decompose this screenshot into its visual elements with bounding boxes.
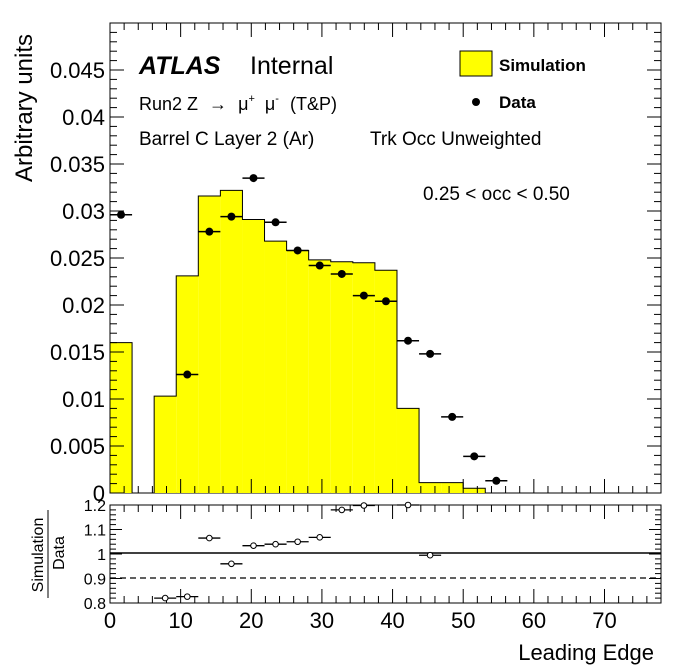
- arrow-symbol: →: [209, 94, 227, 114]
- ratio-point: [206, 534, 213, 542]
- simulation-bar: [220, 190, 243, 493]
- simulation-bar: [419, 482, 442, 493]
- simulation-bar: [463, 488, 486, 493]
- weighting-label: Trk Occ Unweighted: [370, 129, 541, 150]
- y-tick-label: 0.035: [50, 152, 105, 177]
- ratio-y-tick-label: 0.8: [84, 596, 106, 613]
- y-tick-label: 0.005: [50, 434, 105, 459]
- data-point: [271, 218, 280, 227]
- data-point: [359, 291, 368, 300]
- atlas-status-label: Internal: [250, 52, 333, 80]
- cut-label: 0.25 < occ < 0.50: [423, 184, 570, 205]
- data-point: [249, 174, 258, 183]
- ratio-point: [294, 538, 301, 546]
- simulation-bar: [374, 270, 397, 493]
- data-point: [337, 269, 346, 278]
- ratio-y-tick-label: 0.9: [84, 572, 106, 589]
- simulation-bar: [286, 250, 309, 493]
- data-point: [448, 412, 457, 421]
- simulation-bar: [176, 275, 199, 493]
- ratio-point: [183, 593, 191, 600]
- legend-simulation-label: Simulation: [499, 56, 586, 75]
- x-tick-label: 40: [380, 608, 404, 633]
- simulation-bar: [396, 408, 420, 493]
- muon-plus-charge: +: [248, 93, 254, 105]
- x-axis-ticks-top-pad: [109, 23, 662, 493]
- simulation-bar: [154, 396, 177, 493]
- ratio-point: [426, 551, 434, 559]
- legend-data-label: Data: [499, 93, 536, 112]
- data-point: [492, 476, 501, 485]
- data-point: [470, 452, 479, 461]
- x-axis-label: Leading Edge: [518, 640, 654, 665]
- ratio-point: [360, 502, 368, 509]
- simulation-bar: [264, 241, 287, 493]
- ratio-y-tick-label: 1.1: [84, 523, 106, 540]
- ratio-y-label-bottom: Data: [51, 536, 68, 570]
- y-tick-label: 0.045: [50, 58, 105, 83]
- simulation-bar: [242, 219, 265, 493]
- ratio-y-axis-ticks: 0.8 0.9 1 1.1 1.2: [84, 498, 661, 613]
- data-point: [117, 210, 126, 219]
- data-point: [227, 212, 236, 221]
- ratio-plot: 0.8 0.9 1 1.1 1.2 0 10 20 30 40 50 60 70 Simulation…: [30, 498, 662, 665]
- data-point: [404, 336, 413, 345]
- ratio-point: [250, 542, 257, 549]
- ratio-y-label-top: Simulation: [30, 518, 47, 593]
- legend-data-marker: [472, 98, 480, 106]
- x-tick-label: 50: [451, 608, 475, 633]
- ratio-point: [272, 540, 279, 548]
- data-points: [110, 174, 508, 485]
- ratio-points: [154, 501, 442, 602]
- y-axis-ticks: 0 0.005 0.01 0.015 0.02 0.025 0.03 0.035 0.04 0.0…: [50, 31, 661, 506]
- data-point: [183, 370, 192, 379]
- muon-symbol: μ: [265, 94, 275, 114]
- ratio-point: [404, 501, 412, 509]
- x-tick-label: 0: [104, 608, 116, 633]
- atlas-label: ATLAS: [138, 52, 221, 80]
- simulation-bar: [441, 482, 464, 493]
- y-tick-label: 0.04: [62, 105, 105, 130]
- ratio-point: [316, 534, 324, 541]
- data-point: [315, 261, 324, 270]
- y-tick-label: 0.025: [50, 246, 105, 271]
- y-tick-label: 0.01: [62, 387, 105, 412]
- process-label: Run2 Z → μ+ μ- (T&P): [139, 86, 337, 114]
- data-point: [381, 297, 390, 306]
- simulation-bar: [198, 195, 221, 493]
- x-tick-label: 70: [592, 608, 616, 633]
- y-axis-label: Arbitrary units: [11, 34, 38, 182]
- region-label: Barrel C Layer 2 (Ar): [139, 129, 314, 150]
- x-axis-ticks: 0 10 20 30 40 50 60 70: [104, 505, 662, 633]
- x-tick-label: 30: [310, 608, 334, 633]
- simulation-bar: [308, 259, 331, 493]
- muon-symbol: μ: [238, 94, 248, 114]
- muon-minus-charge: -: [275, 93, 279, 105]
- ratio-point: [338, 506, 346, 514]
- data-point: [293, 246, 302, 255]
- legend: Simulation Data: [459, 50, 586, 112]
- process-prefix: Run2 Z: [139, 94, 198, 114]
- simulation-bar: [330, 261, 353, 493]
- main-plot: 0 0.005 0.01 0.015 0.02 0.025 0.03 0.035 0.04 0.0…: [11, 22, 662, 506]
- simulation-histogram: [109, 189, 508, 494]
- data-point: [426, 349, 435, 358]
- ratio-y-tick-label: 1.2: [84, 498, 106, 515]
- ratio-plot-frame: [109, 504, 662, 604]
- ratio-y-tick-label: 1: [97, 547, 106, 564]
- y-tick-label: 0.02: [62, 293, 105, 318]
- data-point: [205, 227, 214, 236]
- y-tick-label: 0.015: [50, 340, 105, 365]
- simulation-bar: [352, 262, 375, 493]
- y-tick-label: 0: [93, 481, 105, 506]
- x-tick-label: 20: [239, 608, 263, 633]
- ratio-point: [228, 560, 235, 568]
- y-tick-label: 0.03: [62, 199, 105, 224]
- process-suffix: (T&P): [290, 94, 337, 114]
- ratio-point: [161, 594, 169, 602]
- x-tick-label: 10: [168, 608, 192, 633]
- legend-simulation-swatch: [459, 50, 493, 77]
- x-tick-label: 60: [522, 608, 546, 633]
